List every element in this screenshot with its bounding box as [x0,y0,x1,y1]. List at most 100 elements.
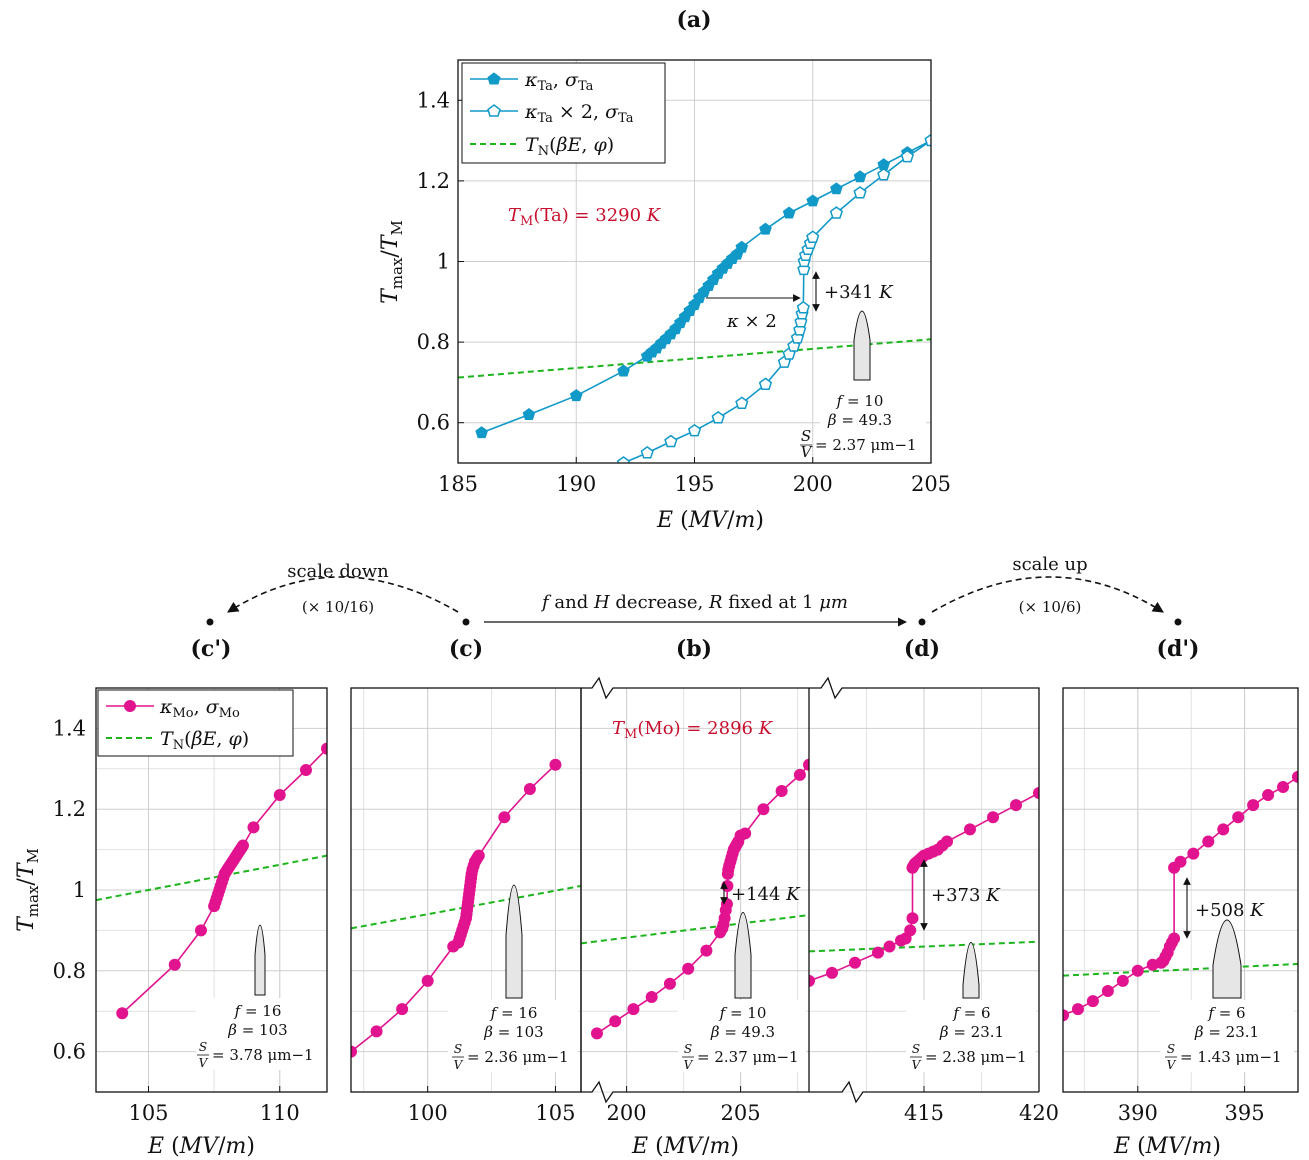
data-point [475,426,488,439]
data-point [590,1027,603,1040]
data-point [853,186,867,199]
tn-line-a [458,338,931,379]
svg-text:V: V [1167,1058,1177,1072]
x-tick-label: 205 [721,1101,761,1125]
data-point [883,940,896,953]
jump-label-d-prime: +508 K [1195,900,1265,921]
y-tick-label: 0.6 [417,411,450,435]
data-point [682,962,695,975]
svg-text:= 2.37 μm−1: = 2.37 μm−1 [697,1048,799,1066]
x-tick-label: 100 [408,1101,448,1125]
sv-label-c: S V = 2.36 μm−1 [452,1042,569,1072]
beta-label-d-prime: β = 23.1 [1194,1023,1259,1041]
x-tick-label: 420 [1019,1101,1059,1125]
sv-label-d: S V = 2.38 μm−1 [910,1042,1027,1072]
data-point [829,206,843,219]
svg-text:= 2.36 μm−1: = 2.36 μm−1 [467,1048,569,1066]
x-axis-label-c-prime: E (MV/m) [147,1134,255,1159]
data-point [569,389,583,402]
data-point [700,944,713,957]
decrease-arrow-label: f and H decrease, R fixed at 1 μm [540,592,848,613]
sv-label-c-prime: S V = 3.78 μm−1 [197,1040,314,1070]
data-point [924,133,931,147]
legend-a: κTa, σTa κTa × 2, σTa TN(βE, φ) [461,62,666,164]
scale-up-arrow [931,576,1164,613]
data-point [758,377,773,391]
legend-marker-filled-circle [124,700,136,712]
data-point [853,170,867,183]
svg-text:= 2.38 μm−1: = 2.38 μm−1 [925,1048,1027,1066]
legend-mo: κMo, σMo TN(βE, φ) [97,689,294,757]
jump-label-d: +373 K [931,885,1001,906]
data-point [195,924,207,937]
svg-text:= 3.78 μm−1: = 3.78 μm−1 [212,1046,314,1064]
data-point [757,803,770,816]
f-label-a: f = 10 [836,392,884,410]
data-point [775,785,788,798]
data-point [711,410,725,424]
data-point [237,839,249,852]
series-mo-c-prime [116,742,327,1020]
tip-shape-c [505,884,523,999]
legend-marker-open-pentagon [487,104,501,117]
y-tick-label: 1.4 [53,716,86,740]
legend-entry-ta-x2: κTa × 2, σTa [524,101,634,126]
data-point [1086,995,1099,1008]
x-tick-label: 200 [607,1101,647,1125]
tn-line [1063,962,1298,977]
data-point [872,946,884,959]
x-tick-label: 205 [911,472,951,496]
data-point [168,958,181,971]
node-d-prime [1174,618,1182,626]
y-ticks-bottom: 0.6 0.8 1 1.2 1.4 [53,716,86,1063]
svg-text:S: S [912,1042,920,1056]
series-mo-d-prime [1063,770,1298,1022]
data-point [640,445,654,459]
tn-line [351,884,581,930]
tm-label-ta: TM(Ta) = 3290 K [508,205,662,229]
x-axis-label-b: E (MV/m) [631,1134,739,1159]
data-point [1010,799,1022,812]
panel-d-prime: 390 395 +508 K f = 6 β = 23.1 S V = 1.43 … [1062,687,1299,1159]
svg-text:V: V [801,443,814,461]
tip-shape-d-prime [1212,919,1242,999]
data-point [1217,823,1230,836]
data-point [273,789,286,802]
data-point [806,230,820,243]
panel-a: (a) 185 190 195 200 205 0.6 0.8 1 1.2 1.4 E (MV/… [378,7,951,533]
f-label-d: f = 6 [952,1004,990,1022]
data-point [687,423,702,437]
series-mo-c [351,758,562,1058]
middle-row: scale down (× 10/16) scale up (× 10/6) f… [191,554,1200,662]
tip-shape-c-prime [254,924,266,996]
svg-text:V: V [912,1058,922,1072]
panel-label-d-prime: (d') [1157,636,1200,662]
f-label-b: f = 10 [719,1004,767,1022]
data-point [609,1015,622,1028]
series-ta-x2 [616,133,931,463]
node-c-prime [206,618,214,626]
scale-down-arrow [227,576,459,613]
x-tick-label: 200 [793,472,833,496]
f-label-c: f = 16 [490,1004,538,1022]
panel-label-a: (a) [676,7,711,33]
data-point [1232,811,1245,824]
svg-text:S: S [199,1040,207,1054]
x-tick-label: 190 [556,472,596,496]
data-point [796,300,810,314]
data-point [116,1007,129,1020]
data-point [1247,799,1260,812]
data-point [472,849,485,862]
svg-text:S: S [801,427,811,445]
y-tick-label: 1.2 [417,169,450,193]
x-tick-label: 195 [674,472,714,496]
scale-down-factor: (× 10/16) [302,598,374,616]
panel-c-prime: 105 110 E (MV/m) Tmax/TM κMo, σMo TN(βE, … [14,687,328,1159]
series-line [1063,776,1298,1016]
y-axis-label-a: Tmax/TM [378,220,406,304]
data-point [793,768,806,781]
y-axis-label-bottom: Tmax/TM [14,848,42,932]
sv-label-a: S V = 2.37 μm−1 [800,427,917,461]
kappa-label: κ × 2 [726,311,777,332]
x-axis-label-d-prime: E (MV/m) [1113,1134,1221,1159]
